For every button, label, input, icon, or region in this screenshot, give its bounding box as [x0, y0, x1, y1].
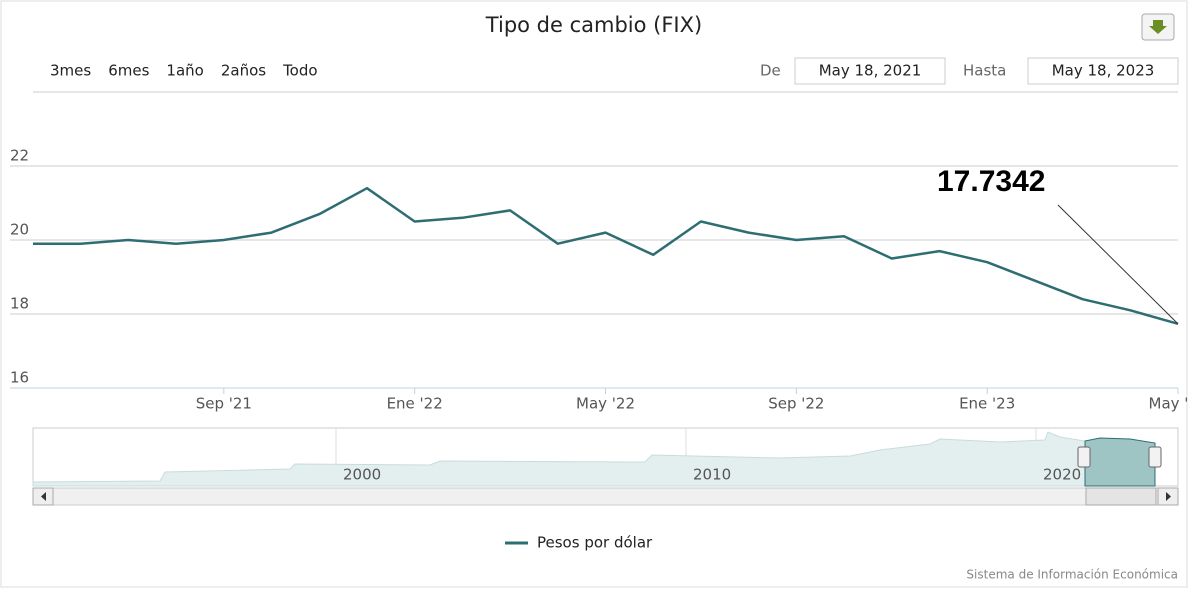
series-line	[33, 186, 1179, 326]
x-tick-label: Ene '23	[959, 395, 1015, 413]
y-tick-label: 20	[10, 221, 29, 239]
navigator-label: 2020	[1043, 466, 1081, 484]
export-icon	[1149, 20, 1167, 34]
navigator-handle[interactable]	[1077, 446, 1091, 468]
navigator-selection[interactable]	[1084, 437, 1156, 487]
range-from-label: De	[760, 62, 781, 80]
range-button[interactable]: Todo	[282, 62, 318, 80]
range-button[interactable]: 2años	[221, 62, 266, 80]
range-button[interactable]: 6mes	[108, 62, 149, 80]
scroll-right-arrow	[1166, 492, 1171, 501]
annotation: 17.7342	[937, 165, 1045, 198]
scroll-left-arrow	[41, 492, 46, 501]
x-tick-label: Ene '22	[387, 395, 443, 413]
range-button[interactable]: 3mes	[50, 62, 91, 80]
range-from-box[interactable]	[794, 57, 946, 85]
y-tick-label: 18	[10, 295, 29, 313]
range-button[interactable]: 1año	[166, 62, 203, 80]
x-tick-label: May '22	[576, 395, 635, 413]
y-tick-label: 16	[10, 369, 29, 387]
credit: Sistema de Información Económica	[966, 568, 1178, 582]
annotation-leader	[1057, 204, 1179, 325]
x-tick-label: May '23	[1149, 395, 1189, 413]
range-to-box[interactable]	[1027, 57, 1179, 85]
scroll-thumb[interactable]	[1085, 487, 1157, 506]
navigator-area	[32, 431, 1086, 487]
range-from-input[interactable]: May 18, 2021	[819, 62, 922, 80]
range-to-label: Hasta	[963, 62, 1006, 80]
range-to-input[interactable]: May 18, 2023	[1052, 62, 1155, 80]
x-tick-label: Sep '22	[768, 395, 824, 413]
navigator-label: 2000	[343, 466, 381, 484]
x-tick-label: Sep '21	[196, 395, 252, 413]
navigator-label: 2010	[693, 466, 731, 484]
legend-label: Pesos por dólar	[537, 534, 653, 552]
y-tick-label: 22	[10, 147, 29, 165]
scrollbar-track[interactable]	[32, 487, 1179, 506]
chart-title: Tipo de cambio (FIX)	[485, 13, 702, 37]
export-button[interactable]	[1141, 13, 1175, 41]
navigator-handle[interactable]	[1148, 446, 1162, 468]
navigator: 2000 2010 2020	[32, 427, 1179, 506]
